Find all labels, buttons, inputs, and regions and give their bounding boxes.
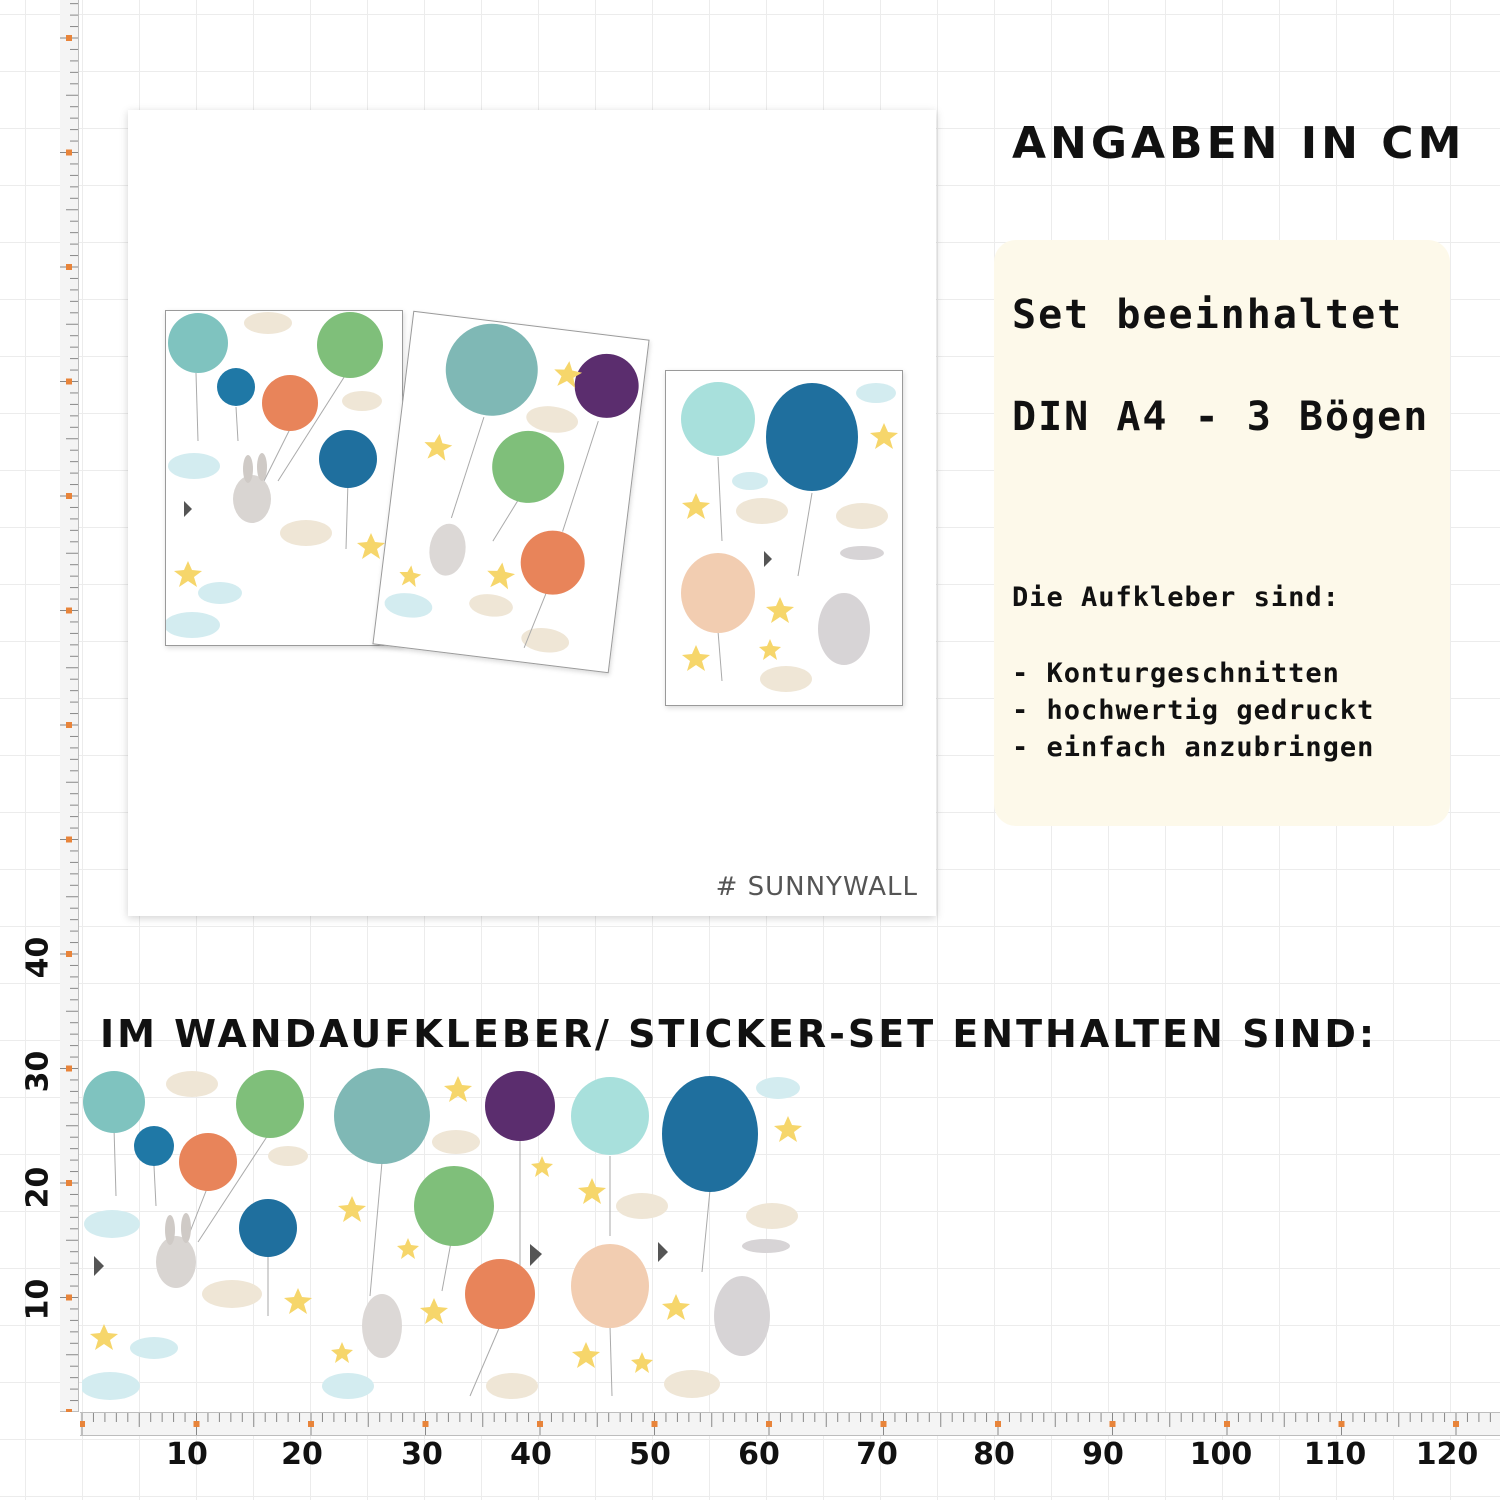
x-label-120: 120 (1415, 1437, 1479, 1472)
ruler-major-marker (79, 1421, 85, 1427)
units-heading: ANGABEN IN CM (1012, 118, 1466, 169)
x-label-70: 70 (856, 1437, 898, 1472)
ruler-major-marker (66, 264, 72, 270)
ruler-major-marker (66, 951, 72, 957)
x-label-30: 30 (401, 1437, 443, 1472)
sticker-overview (80, 1066, 810, 1410)
ruler-major-marker (651, 1421, 658, 1427)
x-label-10: 10 (166, 1437, 208, 1472)
x-label-40: 40 (510, 1437, 552, 1472)
horizontal-ruler-ticks (79, 1413, 1491, 1435)
horizontal-ruler (79, 1412, 1500, 1436)
ruler-major-marker (66, 1409, 72, 1415)
vertical-ruler (60, 0, 79, 1415)
product-card: # SUNNYWALL (128, 110, 936, 916)
ruler-major-marker (422, 1421, 429, 1427)
ruler-major-marker (766, 1421, 772, 1427)
ruler-major-marker (66, 493, 72, 499)
x-label-50: 50 (629, 1437, 671, 1472)
ruler-major-marker (66, 35, 72, 41)
x-label-20: 20 (281, 1437, 323, 1472)
y-label-20: 20 (20, 1166, 56, 1209)
ruler-major-marker (66, 722, 72, 728)
sheet-3-artwork (681, 382, 898, 692)
ruler-major-marker (1453, 1421, 1459, 1427)
info-box: Set beeinhaltet DIN A4 - 3 Bögen Die Auf… (994, 240, 1450, 826)
sticker-sheet-2 (372, 310, 650, 674)
ruler-major-marker (308, 1421, 314, 1427)
y-label-40: 40 (20, 936, 56, 979)
y-label-10: 10 (20, 1278, 56, 1321)
x-label-110: 110 (1303, 1437, 1367, 1472)
ruler-major-marker (537, 1421, 543, 1427)
x-label-80: 80 (973, 1437, 1015, 1472)
sticker-sheet-3 (665, 370, 903, 706)
ruler-major-marker (66, 836, 72, 843)
ruler-major-marker (1109, 1421, 1116, 1427)
feature-item: - Konturgeschnitten (1012, 658, 1340, 689)
y-label-30: 30 (20, 1050, 56, 1093)
ruler-major-marker (1338, 1421, 1345, 1427)
ruler-major-marker (1224, 1421, 1230, 1427)
feature-item: - hochwertig gedruckt (1012, 695, 1375, 726)
ruler-major-marker (66, 607, 72, 614)
set-size: DIN A4 - 3 Bögen (1012, 394, 1430, 440)
set-title: Set beeinhaltet (1012, 292, 1404, 338)
ruler-major-marker (66, 1294, 72, 1301)
sheet-2-artwork (384, 323, 639, 653)
sticker-overview-artwork (80, 1068, 802, 1400)
ruler-major-marker (66, 1065, 72, 1072)
x-label-100: 100 (1189, 1437, 1253, 1472)
ruler-major-marker (193, 1421, 200, 1427)
sheet-1-artwork (166, 312, 385, 638)
ruler-major-marker (66, 378, 72, 385)
features-title: Die Aufkleber sind: (1012, 582, 1340, 613)
section-heading: IM WANDAUFKLEBER/ STICKER-SET ENTHALTEN … (100, 1012, 1378, 1056)
x-label-90: 90 (1082, 1437, 1124, 1472)
ruler-major-marker (66, 149, 72, 156)
vertical-ruler-ticks (60, 3, 78, 1415)
feature-item: - einfach anzubringen (1012, 732, 1375, 763)
sticker-sheet-1 (165, 310, 403, 646)
brand-logo: # SUNNYWALL (715, 872, 918, 902)
ruler-major-marker (995, 1421, 1001, 1427)
ruler-major-marker (880, 1421, 887, 1427)
x-label-60: 60 (738, 1437, 780, 1472)
ruler-major-marker (66, 1180, 72, 1186)
